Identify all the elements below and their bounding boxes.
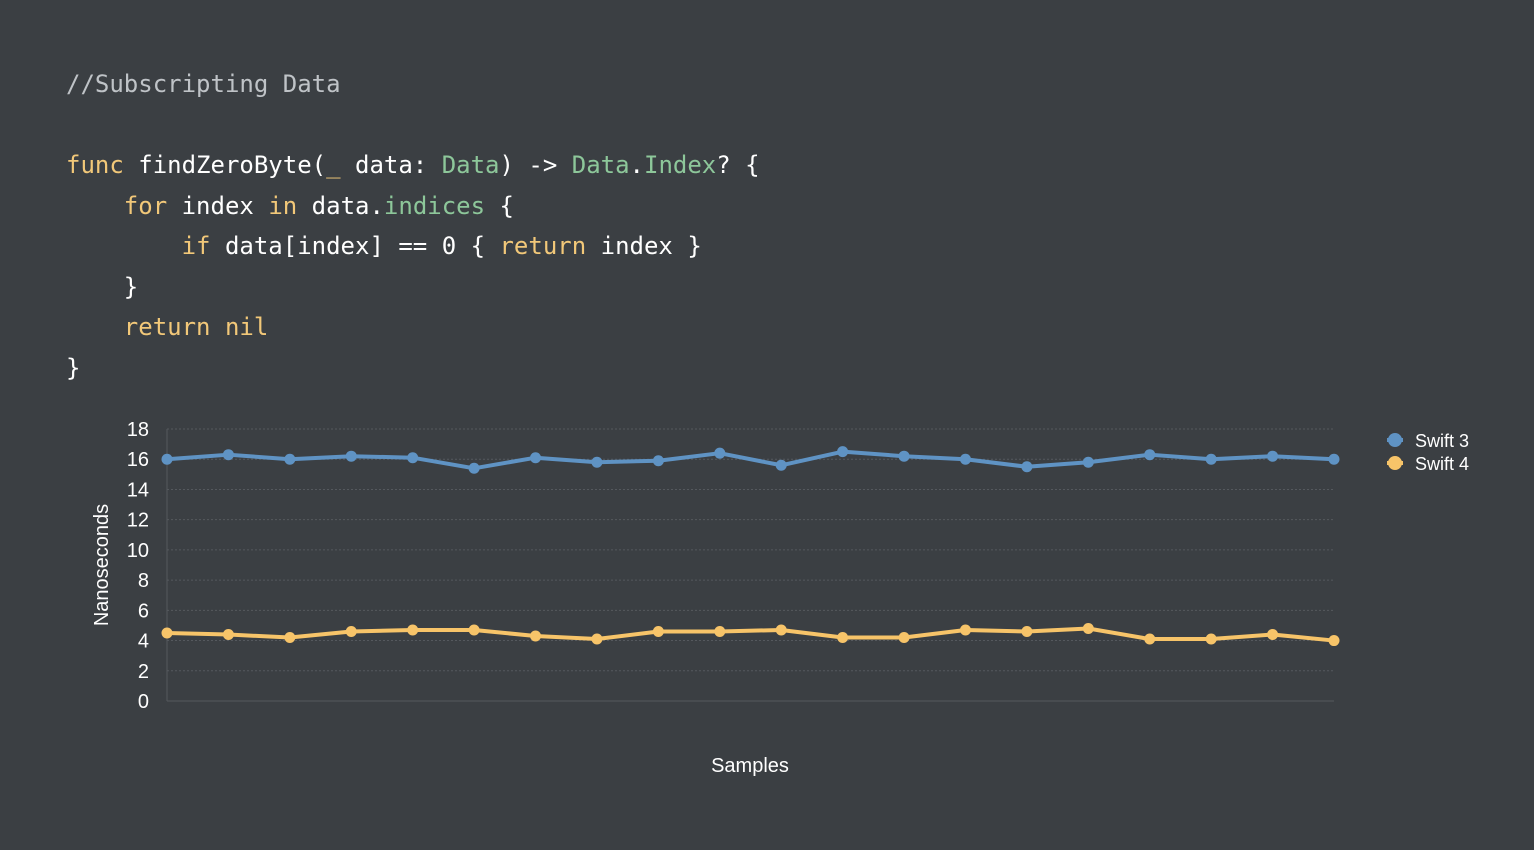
data-point: [1328, 453, 1340, 465]
data-point: [1144, 449, 1156, 461]
data-point: [591, 633, 603, 645]
code-token-plain: ? {: [716, 151, 760, 179]
code-token-keyword: for: [123, 191, 168, 220]
data-point: [345, 625, 357, 637]
y-tick-label: 2: [138, 661, 149, 683]
data-point: [530, 630, 542, 642]
code-token-type: Data: [441, 151, 500, 179]
legend-label: Swift 4: [1415, 454, 1469, 474]
code-token-plain: data[index] == 0 {: [210, 232, 500, 260]
y-tick-label: 10: [127, 540, 149, 562]
data-point: [652, 455, 664, 467]
code-token-plain: index }: [586, 232, 702, 260]
y-tick-label: 4: [138, 631, 149, 653]
code-token-keyword: in: [268, 191, 298, 220]
data-point: [1205, 453, 1217, 465]
legend-label: Swift 3: [1415, 431, 1469, 451]
x-axis-label: Samples: [711, 755, 789, 777]
data-point: [161, 627, 173, 639]
series-line-1: [165, 449, 1336, 471]
data-point: [1267, 629, 1279, 641]
data-point: [468, 624, 480, 636]
data-point: [837, 446, 849, 458]
y-tick-label: 18: [127, 419, 149, 441]
code-token-comment: //Subscripting Data: [66, 70, 341, 98]
data-point: [1021, 461, 1033, 473]
data-point: [530, 452, 542, 464]
code-token-keyword: _: [326, 151, 341, 179]
data-point: [714, 625, 726, 637]
code-line: }: [66, 348, 760, 389]
code-token-plain: {: [485, 191, 514, 220]
data-point: [714, 447, 726, 459]
code-line: return nil: [66, 307, 760, 348]
data-point: [591, 456, 603, 468]
y-tick-label: 14: [127, 479, 149, 501]
code-token-keyword: return: [499, 232, 587, 260]
y-tick-label: 8: [138, 570, 149, 592]
code-token-plain: data.: [297, 191, 384, 220]
code-snippet: //Subscripting Data​func findZeroByte(_ …: [66, 64, 760, 388]
data-point: [837, 632, 849, 644]
code-token-keyword: return nil: [123, 313, 269, 341]
code-token-plain: .: [629, 151, 644, 179]
code-token-plain: }: [66, 353, 81, 382]
data-point: [345, 450, 357, 462]
code-line: func findZeroByte(_ data: Data) -> Data.…: [66, 145, 760, 186]
y-axis-label: Nanoseconds: [91, 504, 113, 626]
code-token-plain: findZeroByte(: [123, 151, 327, 179]
data-point: [1205, 633, 1217, 645]
code-token-type: Data: [571, 151, 630, 179]
data-point: [407, 624, 419, 636]
data-point: [1267, 450, 1279, 462]
code-line: for index in data.indices {: [66, 186, 760, 227]
code-token-plain: data:: [340, 151, 442, 179]
code-token-keyword: if: [181, 232, 211, 260]
data-point: [1021, 625, 1033, 637]
data-point: [284, 453, 296, 465]
code-token-plain: index: [167, 191, 269, 220]
code-line: //Subscripting Data: [66, 64, 760, 105]
data-point: [898, 450, 910, 462]
legend-swatch: [1388, 433, 1402, 447]
data-point: [222, 629, 234, 641]
data-point: [222, 449, 234, 461]
y-tick-label: 12: [127, 510, 149, 532]
data-point: [1144, 633, 1156, 645]
code-token-plain: ) ->: [499, 151, 572, 179]
data-point: [898, 632, 910, 644]
data-point: [775, 624, 787, 636]
data-point: [468, 462, 480, 474]
data-point: [775, 459, 787, 471]
y-tick-label: 16: [127, 449, 149, 471]
data-point: [959, 453, 971, 465]
data-point: [652, 625, 664, 637]
code-line: }: [66, 267, 760, 308]
data-point: [284, 632, 296, 644]
y-tick-label: 0: [138, 691, 149, 713]
data-point: [1082, 622, 1094, 634]
y-tick-label: 6: [138, 600, 149, 622]
code-token-keyword: func: [66, 151, 124, 179]
data-point: [161, 453, 173, 465]
series-line-2: [165, 626, 1336, 643]
code-token-plain: }: [66, 272, 139, 301]
data-point: [407, 452, 419, 464]
code-token-type: Index: [644, 151, 717, 179]
code-line: if data[index] == 0 { return index }: [66, 226, 760, 267]
legend-swatch: [1388, 456, 1402, 470]
data-point: [1082, 456, 1094, 468]
code-token-type: indices: [383, 191, 486, 220]
data-point: [1328, 635, 1340, 647]
data-point: [959, 624, 971, 636]
